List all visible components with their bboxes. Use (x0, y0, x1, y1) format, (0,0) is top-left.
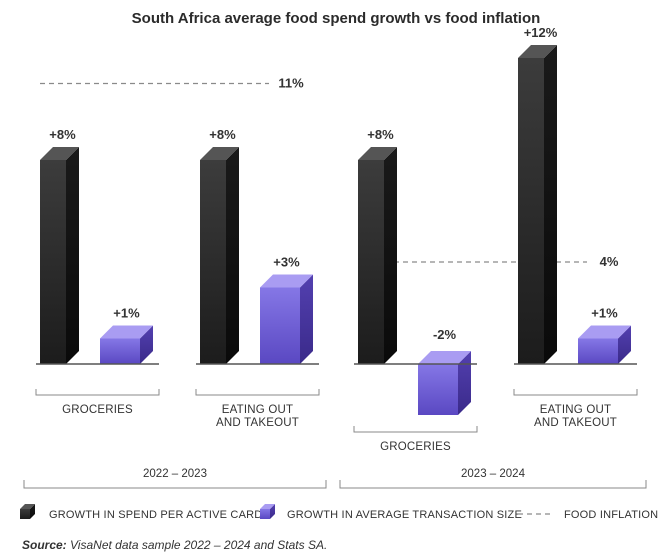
category-bracket-3 (513, 389, 638, 396)
source-note: Source: VisaNet data sample 2022 – 2024 … (22, 538, 327, 552)
spend-bar-0-side (66, 147, 79, 364)
transaction-bar-0-side (140, 325, 153, 364)
spend-bar-3 (518, 45, 557, 364)
plot-area: 11% 4% +8% +1% +8% +3% +8% -2% +12% +1% GROCERIES E… (23, 25, 647, 489)
transaction-bar-2-top (418, 351, 471, 364)
category-label-0-0: GROCERIES (62, 404, 133, 416)
spend-bar-3-side (544, 45, 557, 364)
spend-bar-1-side (226, 147, 239, 364)
category-label-2-0: GROCERIES (380, 441, 451, 453)
transaction-bar-2-front (418, 364, 458, 415)
transaction-bar-2 (418, 351, 471, 415)
spend-bar-1-front (200, 160, 226, 364)
spend-bar-0-front (40, 160, 66, 364)
spend-bar-label-3: +12% (524, 25, 558, 40)
legend-spend-label: GROWTH IN SPEND PER ACTIVE CARD (49, 509, 262, 521)
category-label-3-0: EATING OUT (540, 404, 611, 416)
spend-bar-0 (40, 147, 79, 364)
transaction-bar-0-front (100, 338, 140, 364)
transaction-bar-1-top (260, 274, 313, 288)
chart-title: South Africa average food spend growth v… (132, 10, 541, 27)
transaction-bar-label-2: -2% (433, 327, 457, 342)
transaction-bar-3-side (618, 325, 631, 364)
transaction-bar-1-front (260, 287, 300, 364)
transaction-bar-1 (260, 274, 313, 364)
spend-bar-2-front (358, 160, 384, 364)
transaction-bar-3-front (578, 338, 618, 364)
transaction-bar-3-top (578, 325, 631, 339)
transaction-bar-0-top (100, 325, 153, 339)
spend-bar-3-front (518, 58, 544, 364)
transaction-bar-label-0: +1% (113, 306, 140, 321)
spend-bar-3-top (518, 45, 557, 58)
spend-bar-label-2: +8% (367, 127, 394, 142)
transaction-bar-3 (578, 325, 631, 364)
legend-inflation-label: FOOD INFLATION (564, 509, 658, 521)
transaction-bar-label-3: +1% (591, 306, 618, 321)
period-label-0: 2022 – 2023 (143, 468, 207, 480)
spend-bar-0-top (40, 147, 79, 160)
period-bracket-1 (339, 480, 647, 489)
spend-bar-label-1: +8% (209, 127, 236, 142)
food-inflation-label-1: 4% (600, 254, 619, 269)
transaction-bar-0 (100, 325, 153, 364)
spend-bar-1 (200, 147, 239, 364)
category-bracket-0 (35, 389, 160, 396)
category-bracket-1 (195, 389, 320, 396)
category-bracket-2 (353, 426, 478, 433)
transaction-bar-label-1: +3% (273, 255, 300, 270)
spend-bar-1-top (200, 147, 239, 160)
legend-transaction-label: GROWTH IN AVERAGE TRANSACTION SIZE (287, 509, 522, 521)
category-label-3-1: AND TAKEOUT (534, 417, 617, 429)
category-label-1-1: AND TAKEOUT (216, 417, 299, 429)
spend-bar-label-0: +8% (49, 127, 76, 142)
source-text: VisaNet data sample 2022 – 2024 and Stat… (67, 538, 328, 552)
legend-spend-swatch (20, 504, 35, 519)
spend-bar-2-top (358, 147, 397, 160)
spend-bar-2-side (384, 147, 397, 364)
period-label-1: 2023 – 2024 (461, 468, 526, 480)
spend-bar-2 (358, 147, 397, 364)
food-inflation-label-0: 11% (278, 76, 304, 91)
transaction-bar-1-side (300, 274, 313, 364)
period-bracket-0 (23, 480, 327, 489)
source-prefix: Source: (22, 538, 67, 552)
transaction-bar-2-side (458, 351, 471, 415)
legend: GROWTH IN SPEND PER ACTIVE CARD GROWTH IN… (20, 504, 658, 521)
category-label-1-0: EATING OUT (222, 404, 293, 416)
legend-transaction-swatch (260, 504, 275, 519)
